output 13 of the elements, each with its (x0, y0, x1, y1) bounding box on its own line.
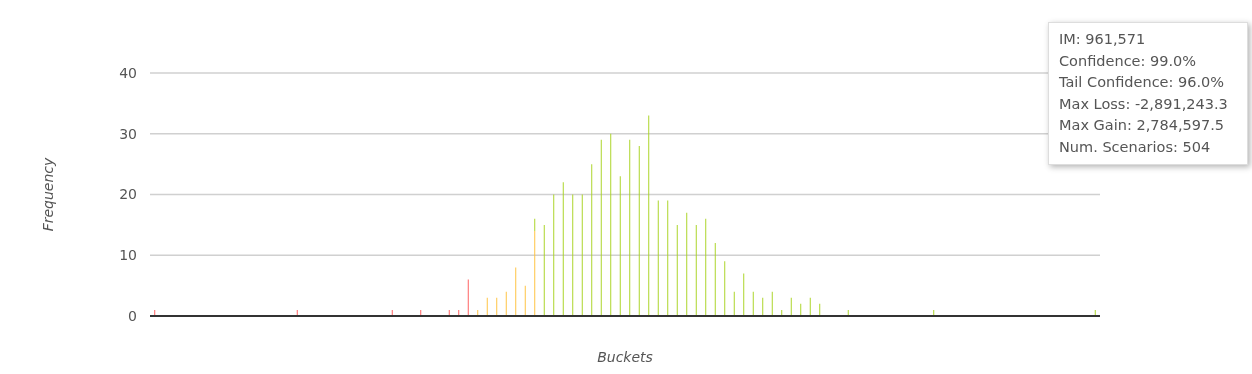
y-tick-label: 10 (119, 247, 137, 264)
y-axis-title: Frequency (39, 156, 56, 232)
text: Confidence: 99.0% (1059, 52, 1197, 69)
y-tick-label: 20 (119, 186, 137, 203)
annotation: Max Gain: 2,784,597.5 (1059, 116, 1226, 135)
text: IM: 961,571 (1059, 31, 1146, 47)
annotation: Tail Confidence: 96.0% (1059, 73, 1226, 92)
annotation: Num. Scenarios: 504 (1059, 137, 1212, 157)
y-tick-label: 40 (119, 64, 137, 81)
x-axis-title: Buckets (597, 349, 653, 365)
y-tick-label: 30 (119, 125, 137, 142)
y-tick-label: 0 (128, 307, 137, 324)
annotation: Max Loss: -2,891,243.3 (1059, 94, 1229, 114)
